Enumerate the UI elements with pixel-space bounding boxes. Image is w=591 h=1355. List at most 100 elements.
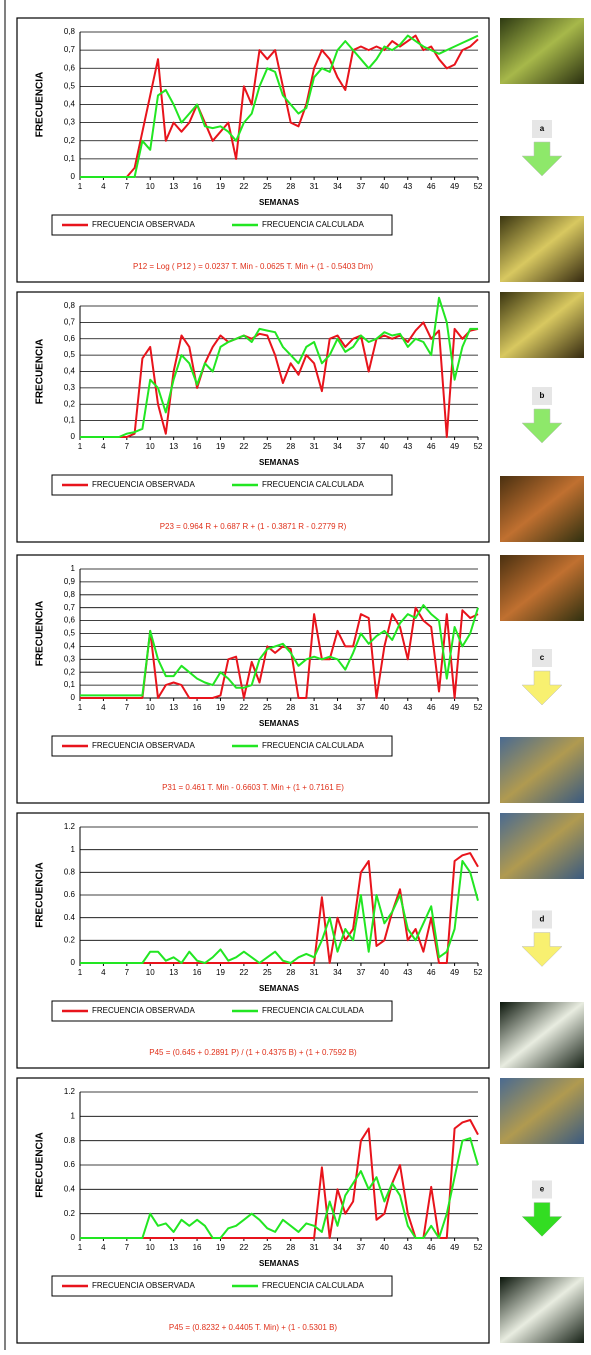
x-tick-label: 52 (474, 1243, 483, 1252)
x-tick-label: 31 (310, 442, 319, 451)
x-tick-label: 37 (356, 1243, 365, 1252)
y-axis-label: FRECUENCIA (35, 601, 46, 667)
y-tick-label: 0,4 (64, 100, 76, 109)
y-tick-label: 0,7 (64, 317, 76, 326)
x-tick-label: 43 (403, 1243, 412, 1252)
y-tick-label: 0,5 (64, 629, 76, 638)
x-tick-label: 34 (333, 1243, 342, 1252)
x-tick-label: 1 (78, 442, 83, 451)
legend-label: FRECUENCIA CALCULADA (262, 480, 364, 489)
x-tick-label: 16 (193, 968, 202, 977)
x-tick-label: 34 (333, 442, 342, 451)
x-tick-label: 37 (356, 968, 365, 977)
x-tick-label: 49 (450, 968, 459, 977)
equation: P45 = (0.8232 + 0.4405 T. Min) + (1 - 0.… (169, 1323, 338, 1332)
stage-label: a (540, 124, 545, 133)
stage-arrow (522, 933, 562, 967)
x-tick-label: 34 (333, 182, 342, 191)
y-tick-label: 1 (71, 1111, 76, 1120)
y-tick-label: 0 (71, 172, 76, 181)
x-axis-label: SEMANAS (259, 719, 300, 728)
y-tick-label: 0,1 (64, 680, 76, 689)
x-axis-label: SEMANAS (259, 198, 300, 207)
series-line (80, 853, 478, 963)
x-axis-label: SEMANAS (259, 1259, 300, 1268)
x-tick-label: 28 (286, 703, 295, 712)
x-tick-label: 46 (427, 442, 436, 451)
y-tick-label: 1.2 (64, 822, 76, 831)
x-tick-label: 49 (450, 442, 459, 451)
y-tick-label: 0,1 (64, 416, 76, 425)
stage-label: b (540, 391, 545, 400)
legend-label: FRECUENCIA OBSERVADA (92, 220, 196, 229)
x-tick-label: 1 (78, 182, 83, 191)
y-tick-label: 0 (71, 958, 76, 967)
y-tick-label: 0 (71, 1233, 76, 1242)
y-tick-label: 1.2 (64, 1087, 76, 1096)
x-tick-label: 52 (474, 442, 483, 451)
x-tick-label: 7 (125, 1243, 130, 1252)
x-tick-label: 19 (216, 442, 225, 451)
stage-image (500, 216, 584, 282)
x-tick-label: 37 (356, 703, 365, 712)
x-tick-label: 10 (146, 1243, 155, 1252)
y-tick-label: 0,3 (64, 654, 76, 663)
x-axis-label: SEMANAS (259, 458, 300, 467)
x-tick-label: 4 (101, 182, 106, 191)
y-tick-label: 0,8 (64, 27, 76, 36)
y-tick-label: 0,8 (64, 301, 76, 310)
x-axis-label: SEMANAS (259, 984, 300, 993)
y-tick-label: 0,6 (64, 334, 76, 343)
y-axis-label: FRECUENCIA (35, 862, 46, 928)
x-tick-label: 40 (380, 442, 389, 451)
stage-arrow (522, 409, 562, 443)
x-tick-label: 40 (380, 182, 389, 191)
x-tick-label: 1 (78, 703, 83, 712)
y-tick-label: 0 (71, 432, 76, 441)
series-line (80, 1120, 478, 1238)
stage-image (500, 1078, 584, 1144)
x-tick-label: 4 (101, 703, 106, 712)
x-tick-label: 25 (263, 442, 272, 451)
x-tick-label: 49 (450, 182, 459, 191)
x-tick-label: 16 (193, 442, 202, 451)
series-line (80, 861, 478, 963)
series-line (80, 608, 478, 698)
legend-label: FRECUENCIA CALCULADA (262, 220, 364, 229)
y-tick-label: 1 (71, 845, 76, 854)
y-tick-label: 0.2 (64, 935, 76, 944)
legend-label: FRECUENCIA OBSERVADA (92, 741, 196, 750)
y-tick-label: 0,3 (64, 118, 76, 127)
x-tick-label: 16 (193, 182, 202, 191)
y-tick-label: 0,8 (64, 590, 76, 599)
x-tick-label: 52 (474, 182, 483, 191)
x-tick-label: 28 (286, 1243, 295, 1252)
x-tick-label: 22 (239, 182, 248, 191)
stage-label: c (540, 653, 545, 662)
x-tick-label: 19 (216, 703, 225, 712)
x-tick-label: 4 (101, 1243, 106, 1252)
x-tick-label: 19 (216, 968, 225, 977)
y-tick-label: 0.8 (64, 1136, 76, 1145)
y-tick-label: 0,2 (64, 667, 76, 676)
x-tick-label: 31 (310, 703, 319, 712)
y-tick-label: 0,7 (64, 45, 76, 54)
x-tick-label: 52 (474, 703, 483, 712)
legend-label: FRECUENCIA CALCULADA (262, 1006, 364, 1015)
stage-image (500, 1277, 584, 1343)
x-tick-label: 7 (125, 968, 130, 977)
x-tick-label: 16 (193, 703, 202, 712)
y-tick-label: 0,5 (64, 350, 76, 359)
stage-label: e (540, 1185, 545, 1194)
x-tick-label: 43 (403, 703, 412, 712)
x-tick-label: 7 (125, 703, 130, 712)
x-tick-label: 10 (146, 442, 155, 451)
y-tick-label: 0,4 (64, 642, 76, 651)
y-tick-label: 0,2 (64, 136, 76, 145)
x-tick-label: 22 (239, 442, 248, 451)
y-tick-label: 0,4 (64, 367, 76, 376)
y-axis-label: FRECUENCIA (35, 1132, 46, 1198)
panel-frame (17, 18, 489, 282)
stage-arrow (522, 142, 562, 176)
x-tick-label: 37 (356, 442, 365, 451)
